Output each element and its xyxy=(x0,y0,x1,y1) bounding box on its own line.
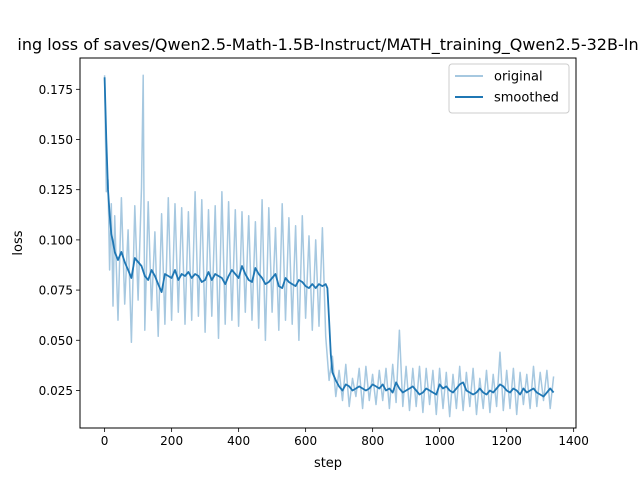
x-tick-label: 1400 xyxy=(558,434,589,448)
y-tick-label: 0.025 xyxy=(39,384,73,398)
x-axis-label: step xyxy=(314,456,342,471)
y-tick-label: 0.150 xyxy=(39,133,73,147)
x-tick-label: 600 xyxy=(294,434,317,448)
legend-original-label: original xyxy=(494,70,543,85)
y-tick-label: 0.075 xyxy=(39,284,73,298)
axes-frame xyxy=(79,57,577,429)
y-tick-label: 0.100 xyxy=(39,233,73,247)
y-tick-label: 0.050 xyxy=(39,334,73,348)
series-line-original xyxy=(103,74,555,418)
chart-title: ing loss of saves/Qwen2.5-Math-1.5B-Inst… xyxy=(17,35,638,55)
x-tick-label: 800 xyxy=(361,434,384,448)
x-tick-label: 0 xyxy=(101,434,109,448)
x-axis-ticks: 0 200 400 600 800 1000 1200 1400 xyxy=(101,428,589,448)
y-axis-ticks: 0.025 0.050 0.075 0.100 0.125 0.150 0.175 xyxy=(39,83,80,398)
y-axis-label: loss xyxy=(11,230,26,255)
x-tick-label: 200 xyxy=(160,434,183,448)
legend: original smoothed xyxy=(448,63,570,114)
plot-series xyxy=(103,74,555,418)
x-tick-label: 1000 xyxy=(424,434,455,448)
series-line-smoothed xyxy=(103,77,555,398)
y-tick-label: 0.125 xyxy=(39,183,73,197)
legend-smoothed-label: smoothed xyxy=(494,91,559,106)
x-tick-label: 400 xyxy=(227,434,250,448)
x-tick-label: 1200 xyxy=(491,434,522,448)
y-tick-label: 0.175 xyxy=(39,83,73,97)
